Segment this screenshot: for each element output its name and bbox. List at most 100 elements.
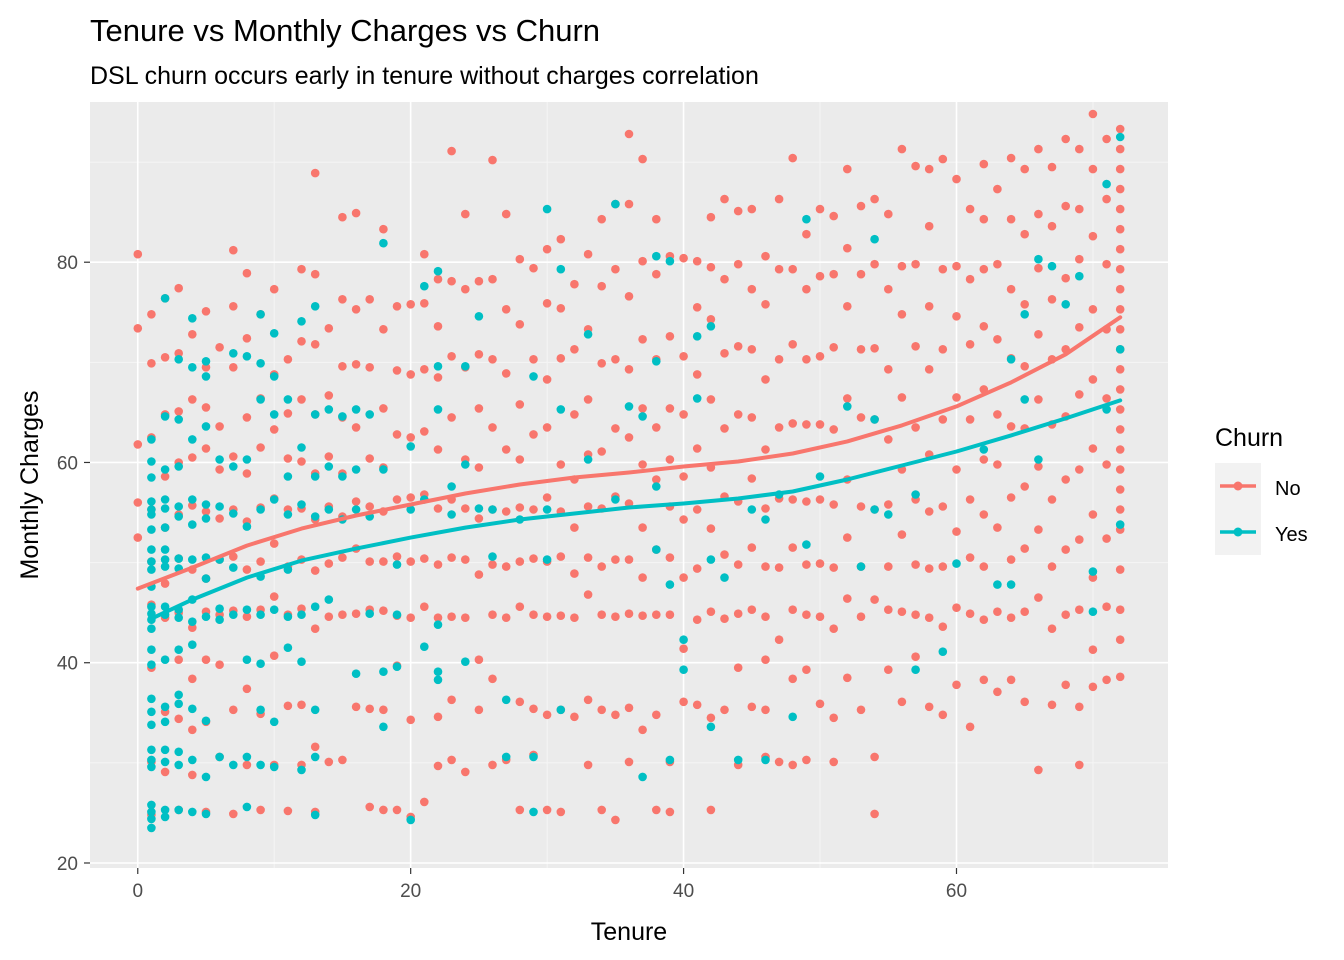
- point-no: [1115, 605, 1125, 614]
- point-no: [1115, 224, 1125, 234]
- point-no: [924, 164, 934, 174]
- point-yes: [174, 690, 183, 700]
- point-no: [515, 602, 525, 611]
- point-yes: [160, 504, 170, 513]
- point-no: [692, 505, 702, 514]
- point-no: [174, 655, 183, 664]
- point-no: [679, 253, 688, 263]
- point-no: [870, 809, 879, 819]
- point-no: [993, 460, 1002, 469]
- point-no: [570, 345, 579, 354]
- point-yes: [188, 363, 197, 372]
- point-yes: [147, 645, 156, 654]
- point-no: [515, 557, 525, 566]
- point-yes: [788, 712, 797, 722]
- point-no: [379, 805, 388, 815]
- point-no: [188, 395, 197, 404]
- point-yes: [310, 602, 320, 611]
- point-yes: [215, 455, 224, 464]
- point-no: [406, 557, 416, 566]
- point-yes: [147, 473, 156, 482]
- point-no: [720, 705, 729, 715]
- point-no: [174, 407, 183, 416]
- point-no: [556, 611, 566, 620]
- point-no: [1020, 544, 1029, 553]
- point-no: [652, 269, 661, 279]
- point-no: [802, 284, 811, 294]
- point-yes: [692, 394, 702, 403]
- point-yes: [160, 523, 170, 532]
- point-no: [611, 424, 620, 433]
- point-no: [351, 208, 361, 218]
- point-no: [965, 274, 975, 284]
- point-no: [979, 214, 989, 224]
- point-no: [229, 705, 238, 715]
- point-yes: [297, 765, 306, 775]
- point-yes: [147, 510, 156, 519]
- point-no: [1075, 390, 1084, 399]
- point-no: [706, 395, 716, 404]
- point-yes: [733, 755, 743, 765]
- point-no: [952, 174, 961, 184]
- point-no: [583, 760, 593, 770]
- point-yes: [160, 412, 170, 421]
- y-axis-title: Monthly Charges: [16, 391, 44, 580]
- point-no: [843, 533, 852, 542]
- point-no: [856, 502, 866, 511]
- point-yes: [174, 554, 183, 563]
- point-no: [788, 674, 797, 684]
- x-tick-label: 20: [400, 881, 421, 902]
- point-yes: [706, 322, 716, 331]
- point-no: [665, 807, 675, 817]
- point-yes: [856, 562, 866, 571]
- point-no: [720, 614, 729, 623]
- point-yes: [229, 760, 238, 770]
- point-no: [215, 343, 224, 352]
- point-no: [870, 752, 879, 762]
- point-no: [201, 444, 211, 453]
- x-axis-title: Tenure: [591, 918, 667, 946]
- point-no: [379, 557, 388, 566]
- point-no: [856, 612, 866, 621]
- point-no: [420, 797, 429, 807]
- point-no: [829, 563, 838, 572]
- point-no: [379, 325, 388, 334]
- point-no: [310, 269, 320, 279]
- point-yes: [392, 560, 402, 569]
- point-yes: [324, 405, 334, 414]
- point-no: [447, 276, 456, 286]
- point-yes: [188, 617, 197, 626]
- point-no: [911, 259, 920, 269]
- point-no: [938, 415, 948, 424]
- point-no: [706, 713, 716, 723]
- point-no: [474, 570, 484, 579]
- point-no: [542, 423, 552, 432]
- point-no: [774, 563, 784, 572]
- point-no: [692, 303, 702, 312]
- point-no: [283, 355, 293, 364]
- point-yes: [310, 752, 320, 762]
- point-no: [406, 300, 416, 309]
- point-no: [392, 302, 402, 311]
- point-no: [856, 201, 866, 211]
- point-yes: [1088, 567, 1098, 576]
- point-no: [188, 770, 197, 780]
- point-no: [638, 573, 647, 582]
- point-no: [624, 555, 634, 564]
- x-tick-label: 40: [673, 881, 694, 902]
- point-no: [1034, 330, 1043, 339]
- point-no: [884, 562, 893, 571]
- point-no: [788, 340, 797, 349]
- point-no: [242, 760, 252, 770]
- point-no: [1075, 535, 1084, 544]
- point-no: [297, 457, 306, 466]
- point-no: [665, 610, 675, 619]
- point-yes: [256, 760, 265, 770]
- point-no: [556, 460, 566, 469]
- point-no: [351, 497, 361, 506]
- point-no: [856, 413, 866, 422]
- point-yes: [174, 355, 183, 364]
- point-no: [133, 533, 143, 542]
- point-yes: [215, 502, 224, 511]
